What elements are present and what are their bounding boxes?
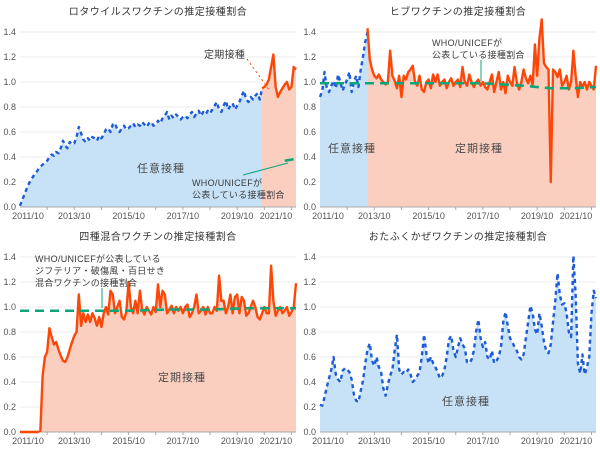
x-tick-label: 2013/10 (58, 436, 91, 446)
y-tick-label: 0.0 (3, 427, 16, 437)
annotation-who-line2: 公表している接種割合 (192, 190, 285, 200)
x-tick-label: 2011/10 (312, 211, 344, 221)
y-tick-label: 0.6 (3, 352, 16, 362)
y-tick-label: 0.8 (3, 102, 16, 112)
series-line-dashed (18, 88, 264, 207)
annotation-who-line2: 公表している接種割合 (432, 50, 525, 60)
series-line-dashed (319, 254, 598, 407)
y-tick-label: 0.0 (303, 427, 316, 437)
annotation-who-line2: ジフテリア・破傷風・百日せき (35, 266, 166, 276)
annotation-who-line3: 混合ワクチンの接種割合 (35, 278, 138, 288)
y-tick-label: 1.4 (3, 27, 16, 37)
y-tick-label: 0.0 (303, 202, 316, 212)
y-tick-label: 0.4 (303, 152, 316, 162)
series-area-solid (262, 54, 296, 207)
x-tick-label: 2019/10 (521, 436, 554, 446)
y-tick-label: 0.4 (3, 377, 16, 387)
series-area-dashed (20, 88, 263, 207)
y-tick-label: 1.0 (303, 77, 316, 87)
chart-title-quad: 四種混合ワクチンの推定接種割合 (79, 232, 237, 243)
y-tick-label: 0.8 (303, 102, 316, 112)
series-line-solid (261, 53, 297, 99)
y-tick-label: 0.8 (3, 327, 16, 337)
region-label-voluntary: 任意接種 (442, 396, 490, 408)
chart-canvas-rotavirus: 0.0 0.2 0.4 0.6 0.8 1.0 1.2 1.4 2011/10 2013/10 20… (3, 27, 297, 221)
x-tick-label: 2013/10 (358, 211, 391, 221)
x-tick-label: 2021/10 (260, 436, 293, 446)
y-tick-label: 1.4 (3, 252, 16, 262)
y-tick-label: 1.2 (3, 52, 16, 62)
chart-title-rotavirus: ロタウイルスワクチンの推定接種割合 (68, 7, 248, 18)
x-tick-label: 2021/10 (560, 436, 593, 446)
y-tick-label: 0.2 (3, 402, 16, 412)
y-tick-label: 0.4 (303, 377, 316, 387)
region-label-routine: 定期接種 (158, 372, 206, 384)
chart-mumps: おたふくかぜワクチンの推定接種割合 0.0 0.2 0.4 0.6 0.8 1.0 1.2 1… (300, 225, 600, 450)
y-tick-label: 0.0 (3, 202, 16, 212)
x-tick-label: 2021/10 (560, 211, 593, 221)
series-line-solid (366, 18, 598, 184)
y-tick-label: 0.2 (303, 177, 316, 187)
y-tick-label: 0.6 (3, 127, 16, 137)
x-tick-label: 2017/10 (167, 436, 200, 446)
y-tick-label: 0.4 (3, 152, 16, 162)
x-tick-label: 2019/10 (221, 436, 254, 446)
y-tick-label: 0.8 (303, 327, 316, 337)
y-tick-label: 0.2 (303, 402, 316, 412)
x-tick-label: 2015/10 (412, 436, 445, 446)
y-tick-label: 0.6 (303, 352, 316, 362)
chart-title-mumps: おたふくかぜワクチンの推定接種割合 (368, 232, 548, 243)
y-tick-label: 1.0 (3, 302, 16, 312)
x-tick-label: 2017/10 (467, 211, 500, 221)
region-label-routine: 定期接種 (455, 143, 503, 155)
y-tick-label: 1.4 (303, 252, 316, 262)
x-tick-label: 2011/10 (12, 436, 44, 446)
y-tick-label: 1.0 (303, 302, 316, 312)
y-tick-label: 0.6 (303, 127, 316, 137)
region-label-voluntary: 任意接種 (137, 163, 185, 175)
x-tick-label: 2015/10 (112, 211, 145, 221)
chart-canvas-mumps: 0.0 0.2 0.4 0.6 0.8 1.0 1.2 1.4 2011/10 2013/10 20… (303, 252, 598, 446)
x-tick-label: 2013/10 (358, 436, 391, 446)
x-tick-label: 2019/10 (221, 211, 254, 221)
series-line-dashed (318, 31, 369, 98)
x-tick-label: 2019/10 (521, 211, 554, 221)
y-tick-label: 1.2 (303, 277, 316, 287)
y-tick-label: 1.0 (3, 77, 16, 87)
series-area-dashed (320, 255, 596, 432)
x-tick-label: 2017/10 (467, 436, 500, 446)
series-line-who-unicef (320, 81, 597, 90)
x-tick-label: 2015/10 (412, 211, 445, 221)
x-tick-label: 2015/10 (112, 436, 145, 446)
series-line-who-unicef (20, 306, 296, 313)
chart-rotavirus: ロタウイルスワクチンの推定接種割合 0.0 0.2 0.4 0.6 0.8 1.0 1.2 1… (0, 0, 300, 225)
annotation-who-line1: WHO/UNICEFが (192, 178, 263, 188)
who-annotation-connector (242, 162, 289, 176)
y-tick-label: 0.2 (3, 177, 16, 187)
series-line-who-unicef (284, 157, 297, 163)
annotation-routine: 定期接種 (204, 50, 246, 61)
x-tick-label: 2013/10 (58, 211, 91, 221)
chart-title-hib: ヒブワクチンの推定接種割合 (389, 7, 527, 18)
series-area-solid (20, 265, 296, 432)
annotation-who-line1: WHO/UNICEFが公表している (35, 254, 161, 264)
x-tick-label: 2017/10 (167, 211, 200, 221)
y-tick-label: 1.4 (303, 27, 316, 37)
series-area-dashed (320, 32, 368, 207)
chart-hib: ヒブワクチンの推定接種割合 0.0 0.2 0.4 0.6 0.8 1.0 1.2 1.4 20… (300, 0, 600, 225)
x-tick-label: 2021/10 (260, 211, 293, 221)
y-tick-label: 1.2 (303, 52, 316, 62)
chart-canvas-hib: 0.0 0.2 0.4 0.6 0.8 1.0 1.2 1.4 2011/10 2013/10 20… (303, 18, 598, 221)
chart-quad-combined: 四種混合ワクチンの推定接種割合 0.0 0.2 0.4 0.6 0.8 1.0 1.2 1.4… (0, 225, 300, 450)
x-tick-label: 2011/10 (312, 436, 344, 446)
y-tick-label: 1.2 (3, 277, 16, 287)
region-label-voluntary: 任意接種 (328, 143, 376, 155)
annotation-who-line1: WHO/UNICEFが (432, 38, 503, 48)
routine-annotation-connector (246, 58, 271, 92)
x-tick-label: 2011/10 (12, 211, 44, 221)
chart-canvas-quad: 0.0 0.2 0.4 0.6 0.8 1.0 1.2 1.4 2011/10 2013/10 20… (3, 252, 298, 446)
